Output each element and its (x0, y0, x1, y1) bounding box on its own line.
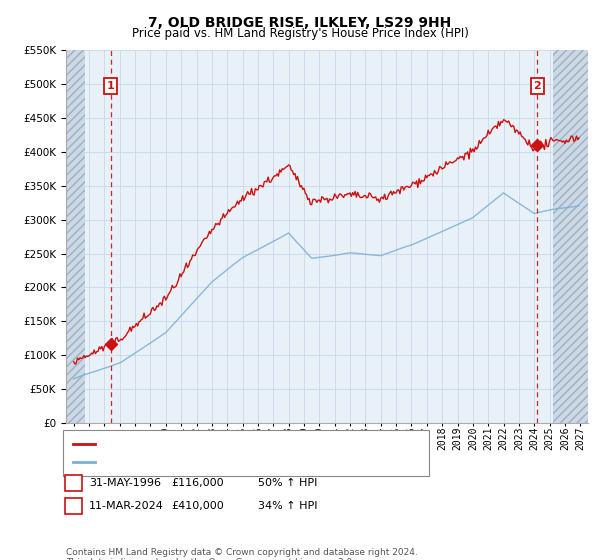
Text: 1: 1 (70, 478, 77, 488)
Text: £116,000: £116,000 (171, 478, 224, 488)
Text: 50% ↑ HPI: 50% ↑ HPI (258, 478, 317, 488)
Text: £410,000: £410,000 (171, 501, 224, 511)
Bar (553, 50, 588, 423)
Text: 1: 1 (107, 81, 115, 91)
Text: 31-MAY-1996: 31-MAY-1996 (89, 478, 161, 488)
Text: 2: 2 (533, 81, 541, 91)
Text: 34% ↑ HPI: 34% ↑ HPI (258, 501, 317, 511)
Text: 2: 2 (70, 501, 77, 511)
Text: 7, OLD BRIDGE RISE, ILKLEY, LS29 9HH (detached house): 7, OLD BRIDGE RISE, ILKLEY, LS29 9HH (de… (99, 439, 397, 449)
Text: 11-MAR-2024: 11-MAR-2024 (89, 501, 164, 511)
Bar (66, 50, 85, 423)
Bar (66, 50, 85, 423)
Text: Price paid vs. HM Land Registry's House Price Index (HPI): Price paid vs. HM Land Registry's House … (131, 27, 469, 40)
Text: HPI: Average price, detached house, Bradford: HPI: Average price, detached house, Brad… (99, 457, 337, 467)
Bar (553, 50, 588, 423)
Text: Contains HM Land Registry data © Crown copyright and database right 2024.
This d: Contains HM Land Registry data © Crown c… (66, 548, 418, 560)
Text: 7, OLD BRIDGE RISE, ILKLEY, LS29 9HH: 7, OLD BRIDGE RISE, ILKLEY, LS29 9HH (148, 16, 452, 30)
